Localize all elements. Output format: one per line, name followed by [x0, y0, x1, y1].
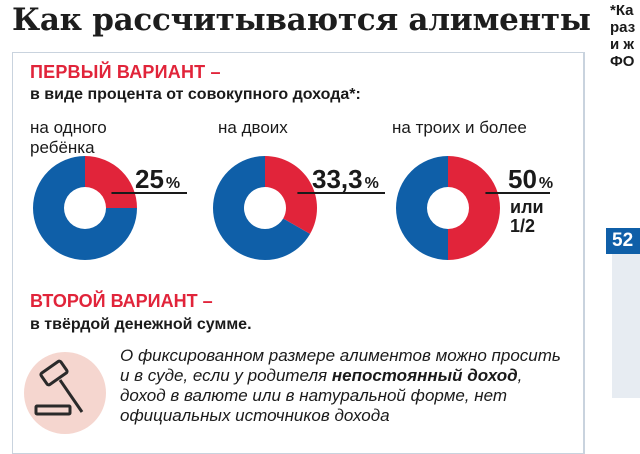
gavel-icon-background	[24, 352, 106, 434]
category-label-line: ребёнка	[30, 138, 95, 157]
donut-2	[213, 156, 385, 260]
value-extra-line: 1/2	[510, 216, 536, 236]
variant1-subtitle: в виде процента от совокупного дохода*:	[30, 86, 361, 103]
footnote-line: раз	[610, 19, 636, 36]
category-label-line: на двоих	[218, 118, 288, 137]
donut-slice-share	[448, 156, 500, 260]
donut-slice-remainder	[33, 156, 137, 260]
footnote-text: *Ка раз и ж ФО	[610, 2, 635, 70]
description-text: , доход в валюте или в натуральной форме…	[120, 366, 523, 425]
category-label-line: на одного	[30, 118, 107, 137]
value-unit: %	[538, 175, 554, 192]
side-info-box	[612, 238, 640, 398]
footnote-line: ФО	[610, 53, 635, 70]
value-label-2: 33,3%	[312, 166, 379, 197]
value-unit: %	[364, 175, 379, 192]
category-label-line: на троих и более	[392, 118, 527, 137]
variant2-description: О фиксированном размере алиментов можно …	[120, 346, 570, 426]
donut-3	[396, 156, 550, 260]
gavel-icon	[34, 359, 84, 416]
value-number: 25	[135, 164, 164, 194]
donut-slice-share	[85, 156, 137, 208]
donut-slice-share	[265, 156, 317, 234]
variant2-title: ВТОРОЙ ВАРИАНТ –	[30, 291, 213, 311]
value-unit: %	[165, 175, 181, 192]
footnote-line: и ж	[610, 36, 635, 53]
description-text: О фиксированном размере алиментов можно …	[120, 346, 561, 385]
category-label-2: на двоих	[218, 118, 288, 138]
donut-slice-remainder	[396, 156, 448, 260]
variant2-subtitle: в твёрдой денежной сумме.	[30, 316, 252, 333]
value-label-3: 50%	[508, 166, 553, 197]
description-bold-text: непостоянный доход	[331, 366, 518, 385]
page-title: Как рассчитываются алименты	[12, 2, 591, 38]
footnote-line: *Ка	[610, 2, 634, 19]
donut-slice-remainder	[213, 156, 311, 260]
donut-1	[33, 156, 187, 260]
category-label-1: на одного ребёнка	[30, 118, 107, 158]
value-number: 50	[508, 164, 537, 194]
value-label-1: 25%	[135, 166, 180, 197]
value-number: 33,3	[312, 164, 363, 194]
variant1-title: ПЕРВЫЙ ВАРИАНТ –	[30, 62, 221, 82]
value-extra-line: или	[510, 197, 544, 217]
donut-charts	[33, 156, 550, 260]
category-label-3: на троих и более	[392, 118, 527, 138]
side-number-badge: 52	[606, 228, 640, 254]
